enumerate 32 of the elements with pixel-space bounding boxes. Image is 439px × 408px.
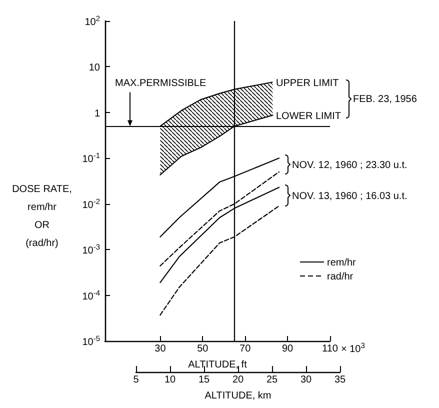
- x-tick-label: 30: [154, 344, 166, 354]
- y-tick-label: 10$^{-3}$: [82, 242, 100, 257]
- x2-tick-label: 30: [300, 374, 312, 386]
- x-tick-label: 50: [197, 344, 209, 354]
- y-tick-label: 10$^{-1}$: [82, 150, 100, 166]
- y-tick-label: 10$^{-4}$: [82, 288, 100, 302]
- x2-tick-label: 15: [198, 374, 210, 386]
- x2-tick-label: 5: [133, 374, 140, 386]
- text: × 10$^{3}$: [341, 340, 365, 355]
- y-axis-title: DOSE RATE, rem/hr OR (rad/hr): [12, 184, 72, 249]
- x2-axis-title: ALTITUDE, km: [204, 390, 272, 402]
- x-axis-title: ALTITUDE, ft: [188, 360, 248, 370]
- x-tick-label: 70: [240, 344, 252, 354]
- annotation: NOV. 12, 1960 ; 23.30 u.t.: [292, 160, 408, 171]
- x-tick-label: 90: [282, 344, 294, 354]
- x2-tick-label: 35: [334, 374, 346, 386]
- x2-tick-label: 20: [232, 374, 244, 386]
- y-tick-label: 10$^{2}$: [84, 14, 100, 28]
- legend-label: rad/hr: [327, 272, 354, 282]
- ref-line-label: MAX.PERMISSIBLE: [115, 78, 206, 90]
- y-tick-label: 10$^{-5}$: [82, 334, 100, 348]
- x2-tick-label: 10: [164, 374, 176, 386]
- text: FEB. 23, 1956: [353, 94, 418, 105]
- y-tick-label: 10: [88, 62, 100, 74]
- annotation: NOV. 13, 1960 ; 16.03 u.t.: [292, 191, 408, 202]
- x-tick-label: 110: [322, 344, 338, 354]
- x2-tick-label: 25: [266, 374, 278, 386]
- legend-label: rem/hr: [327, 258, 357, 268]
- y-tick-label: 1: [94, 108, 100, 120]
- y-tick-label: 10$^{-2}$: [82, 196, 100, 211]
- annotation: LOWER LIMIT: [276, 111, 342, 122]
- annotation: UPPER LIMIT: [276, 78, 339, 89]
